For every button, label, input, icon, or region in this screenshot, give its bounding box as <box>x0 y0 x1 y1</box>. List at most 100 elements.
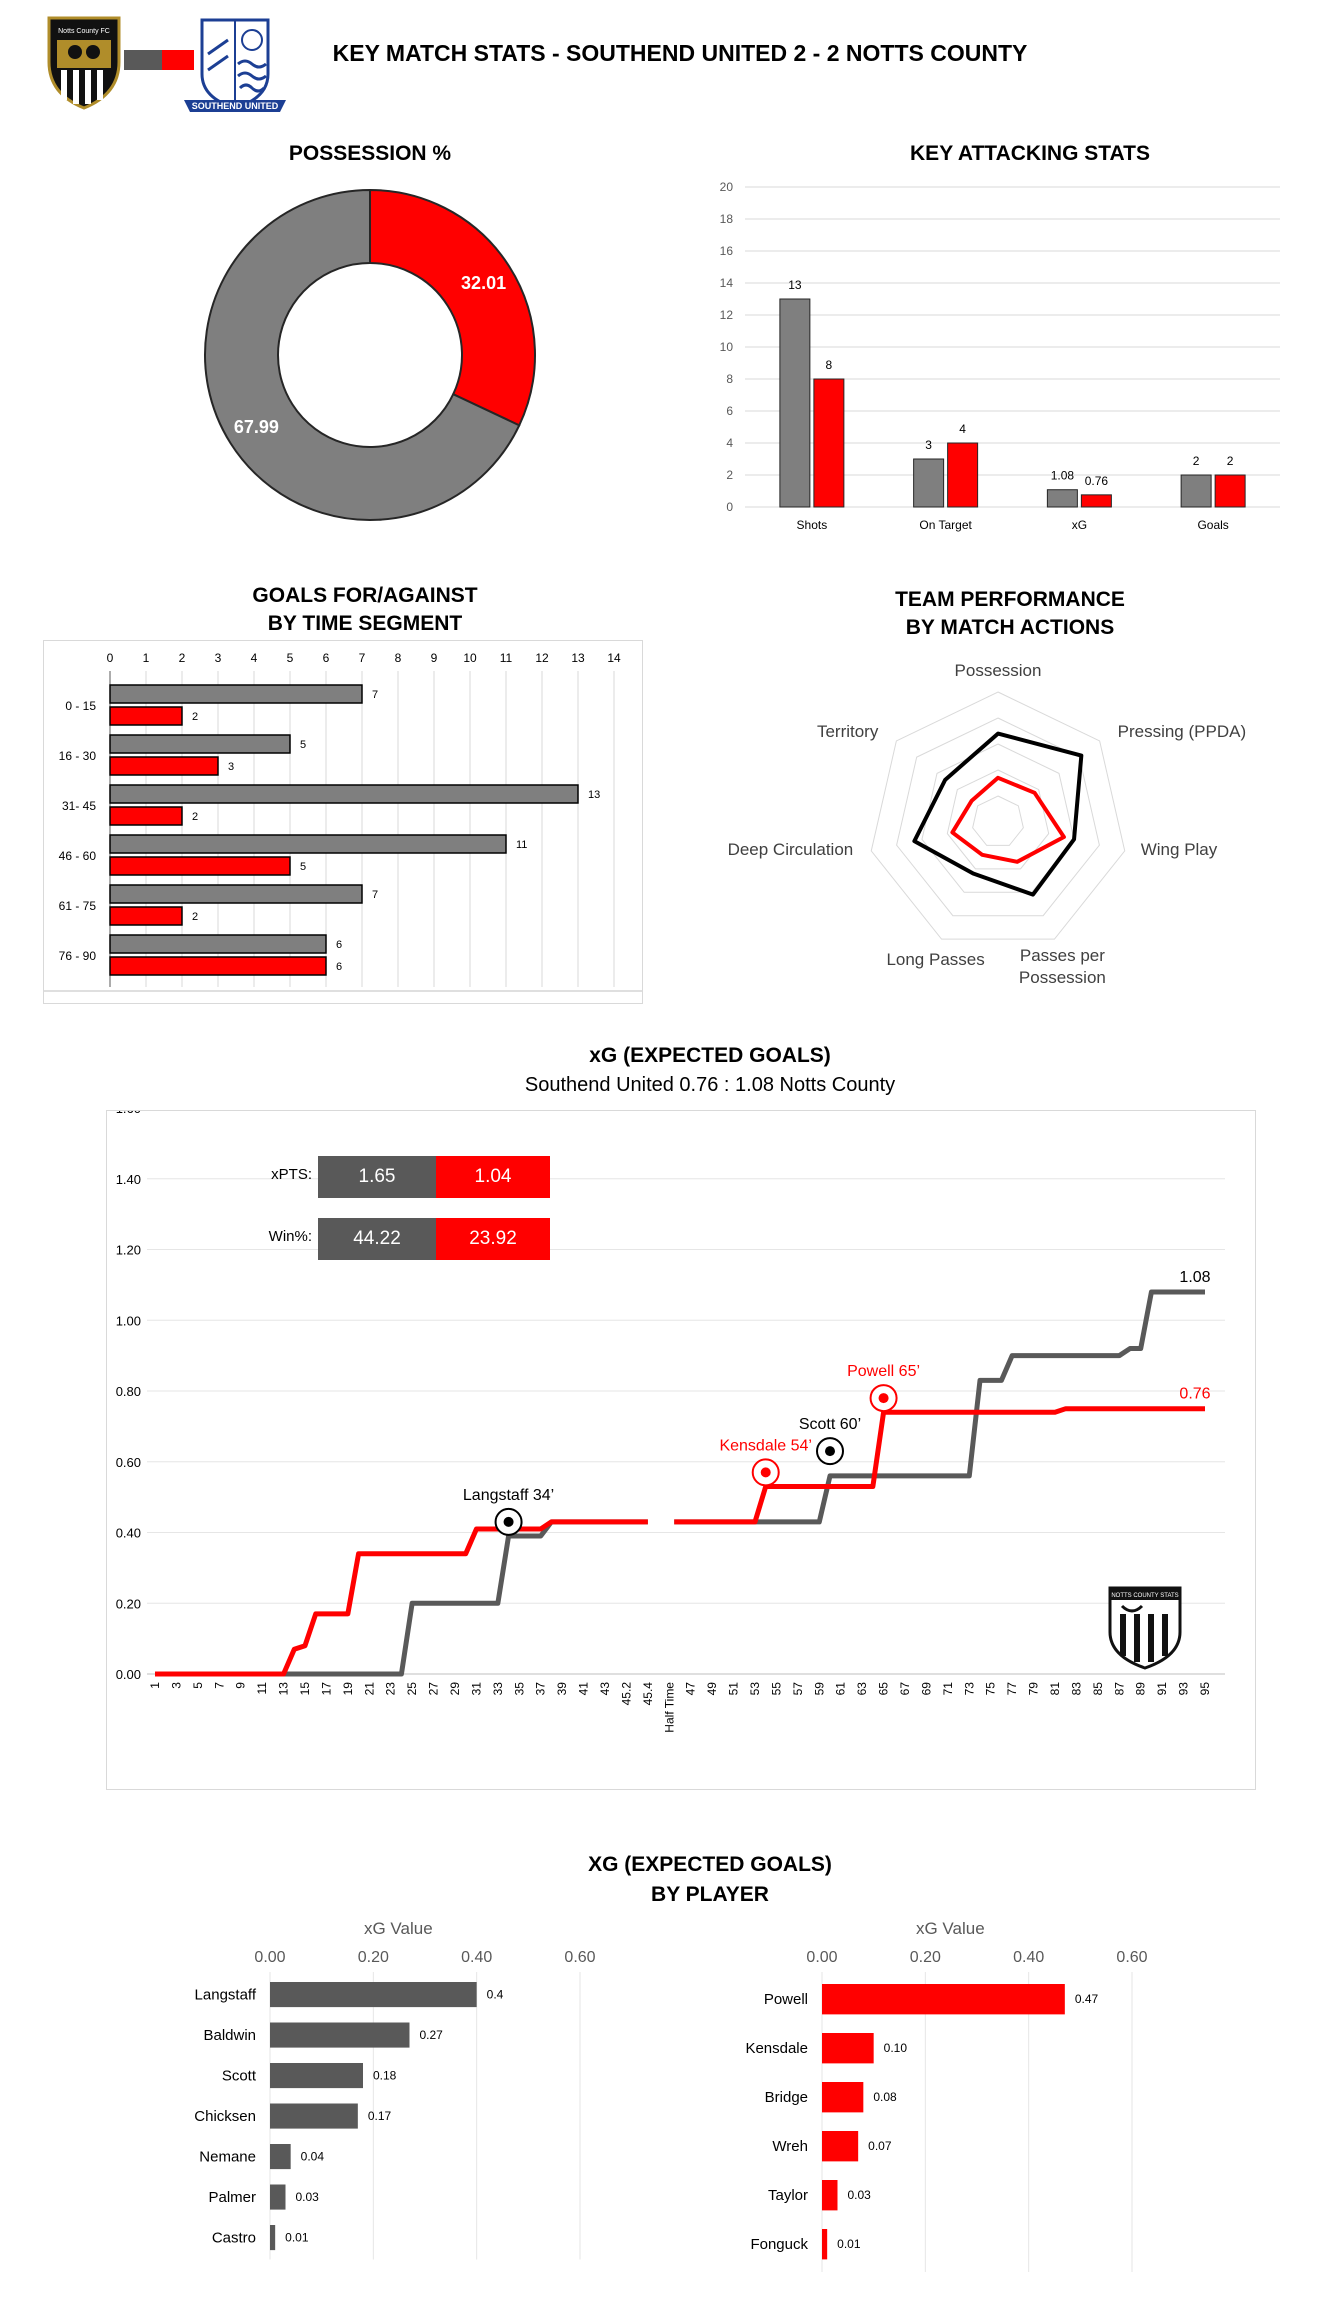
attacking-bar-chart: 0 2 4 6 8 10 12 14 16 18 20 13 8 Shots 3 4 On Target 1.08… <box>720 180 1280 532</box>
xg-xtick: 57 <box>791 1682 805 1696</box>
xg-xtick: 29 <box>448 1682 462 1696</box>
xg-xtick: 1 <box>148 1682 162 1689</box>
xg-xtick: 73 <box>962 1682 976 1696</box>
segment-bar-label: 3 <box>228 761 234 773</box>
attacking-category: Goals <box>1197 518 1228 532</box>
player-name: Taylor <box>768 2187 808 2204</box>
segment-category: 31- 45 <box>62 799 96 813</box>
segment-xtick: 10 <box>463 651 477 665</box>
segment-bar <box>109 934 327 954</box>
attacking-bar <box>947 442 979 508</box>
xg-xtick: 13 <box>277 1682 291 1696</box>
segment-bar <box>109 834 507 854</box>
xg-timeline-title: xG (EXPECTED GOALS) <box>589 1044 831 1067</box>
win-notts-value: 44.22 <box>318 1218 436 1260</box>
segment-category: 46 - 60 <box>59 849 97 863</box>
xg-xtick: 65 <box>877 1682 891 1696</box>
radar-axis-label: Territory <box>817 722 879 741</box>
player-bar <box>270 2144 291 2170</box>
xg-ytick: 0.00 <box>116 1667 141 1682</box>
possession-slice-1 <box>204 188 521 521</box>
xg-xtick: 25 <box>405 1682 419 1696</box>
xg-ytick: 1.60 <box>116 1111 141 1116</box>
segment-xtick: 11 <box>500 651 513 665</box>
player-bar-label: 0.01 <box>837 2237 861 2251</box>
player-bar-label: 0.17 <box>368 2109 392 2123</box>
xg-xtick: Half Time <box>662 1682 676 1733</box>
player-bar-label: 0.01 <box>285 2231 309 2245</box>
goals-segment-title-line1: GOALS FOR/AGAINST <box>252 584 478 607</box>
xg-ytick: 0.40 <box>116 1526 141 1541</box>
player-xtick: 0.60 <box>1116 1949 1147 1966</box>
xg-xtick: 3 <box>169 1682 183 1689</box>
player-name: Wreh <box>772 2138 808 2155</box>
attacking-bar <box>1080 494 1112 508</box>
radar-axis-label: Possession <box>955 661 1042 680</box>
notts-county-crest: Notts County FC <box>45 14 123 110</box>
xg-xtick: 67 <box>898 1682 912 1696</box>
goals-segment-panel <box>43 640 643 1004</box>
segment-bar <box>109 784 579 804</box>
xg-xtick: 47 <box>684 1682 698 1696</box>
player-name: Baldwin <box>203 2027 256 2044</box>
xg-xtick: 15 <box>298 1682 312 1696</box>
xg-xtick: 93 <box>1177 1682 1191 1696</box>
southend-united-crest: SOUTHEND UNITED <box>180 14 290 124</box>
attacking-ytick: 0 <box>726 500 733 514</box>
xg-xtick: 75 <box>984 1682 998 1696</box>
player-bar-label: 0.07 <box>868 2139 892 2153</box>
player-name: Castro <box>212 2230 256 2247</box>
xg-xtick: 81 <box>1048 1682 1062 1696</box>
attacking-category: On Target <box>919 518 972 532</box>
goal-ball-icon-center <box>760 1467 771 1478</box>
xg-xtick: 87 <box>1112 1682 1126 1696</box>
segment-xtick: 13 <box>571 651 585 665</box>
player-name: Chicksen <box>194 2108 256 2125</box>
segment-bar-label: 2 <box>192 811 198 823</box>
player-bar <box>270 1982 477 2008</box>
player-bar-label: 0.03 <box>296 2190 320 2204</box>
segment-xtick: 1 <box>143 651 150 665</box>
xg-line-1 <box>155 1519 648 1677</box>
page-title: KEY MATCH STATS - SOUTHEND UNITED 2 - 2 … <box>332 40 1028 66</box>
radar-ring <box>921 743 1075 893</box>
attacking-bar <box>1214 474 1246 508</box>
player-bar <box>822 2180 838 2211</box>
segment-bar <box>109 806 183 826</box>
svg-text:SOUTHEND UNITED: SOUTHEND UNITED <box>192 101 279 111</box>
segment-bar <box>109 684 363 704</box>
segment-xtick: 6 <box>323 651 330 665</box>
attacking-bar-label: 1.08 <box>1051 469 1075 483</box>
player-xtick: 0.60 <box>564 1949 595 1966</box>
segment-xtick: 3 <box>215 651 222 665</box>
notts-player-xg-chart: xG Value 0.00 0.20 0.40 0.60 Langstaff 0.4 Bald… <box>194 1919 596 2260</box>
xg-timeline-line-chart: 0.000.200.400.600.801.001.201.401.601357… <box>116 1111 1225 1733</box>
xg-xtick: 11 <box>255 1682 269 1695</box>
player-name: Langstaff <box>195 1987 257 2004</box>
possession-slice-label-1: 67.99 <box>234 417 279 437</box>
xpts-label: xPTS: <box>271 1166 312 1183</box>
attacking-ytick: 16 <box>720 244 734 258</box>
segment-bar-label: 6 <box>336 939 342 951</box>
xg-xtick: 43 <box>598 1682 612 1696</box>
attacking-bar-label: 8 <box>826 358 833 372</box>
attacking-ytick: 10 <box>720 340 734 354</box>
xg-timeline-subtitle: Southend United 0.76 : 1.08 Notts County <box>524 1074 896 1096</box>
xg-timeline-panel <box>106 1110 1256 1790</box>
notts-county-stats-watermark: NOTTS COUNTY STATS <box>1106 1584 1184 1670</box>
radar-axis-label: Deep Circulation <box>728 840 854 859</box>
player-xtick: 0.20 <box>910 1949 941 1966</box>
player-xtick: 0.20 <box>358 1949 389 1966</box>
segment-bar-label: 2 <box>192 911 198 923</box>
goals-segment-title: GOALS FOR/AGAINST BY TIME SEGMENT <box>180 582 550 638</box>
radar-axis-label: Pressing (PPDA) <box>1118 722 1246 741</box>
xg-xtick: 85 <box>1091 1682 1105 1696</box>
xg-xtick: 23 <box>384 1682 398 1696</box>
player-bar <box>270 2103 358 2129</box>
svg-text:NOTTS COUNTY STATS: NOTTS COUNTY STATS <box>1111 1593 1178 1599</box>
attacking-ytick: 2 <box>726 468 733 482</box>
xg-xtick: 49 <box>705 1682 719 1696</box>
segment-bar-label: 13 <box>588 789 600 801</box>
player-name: Kensdale <box>745 2040 808 2057</box>
xg-xtick: 69 <box>919 1682 933 1696</box>
